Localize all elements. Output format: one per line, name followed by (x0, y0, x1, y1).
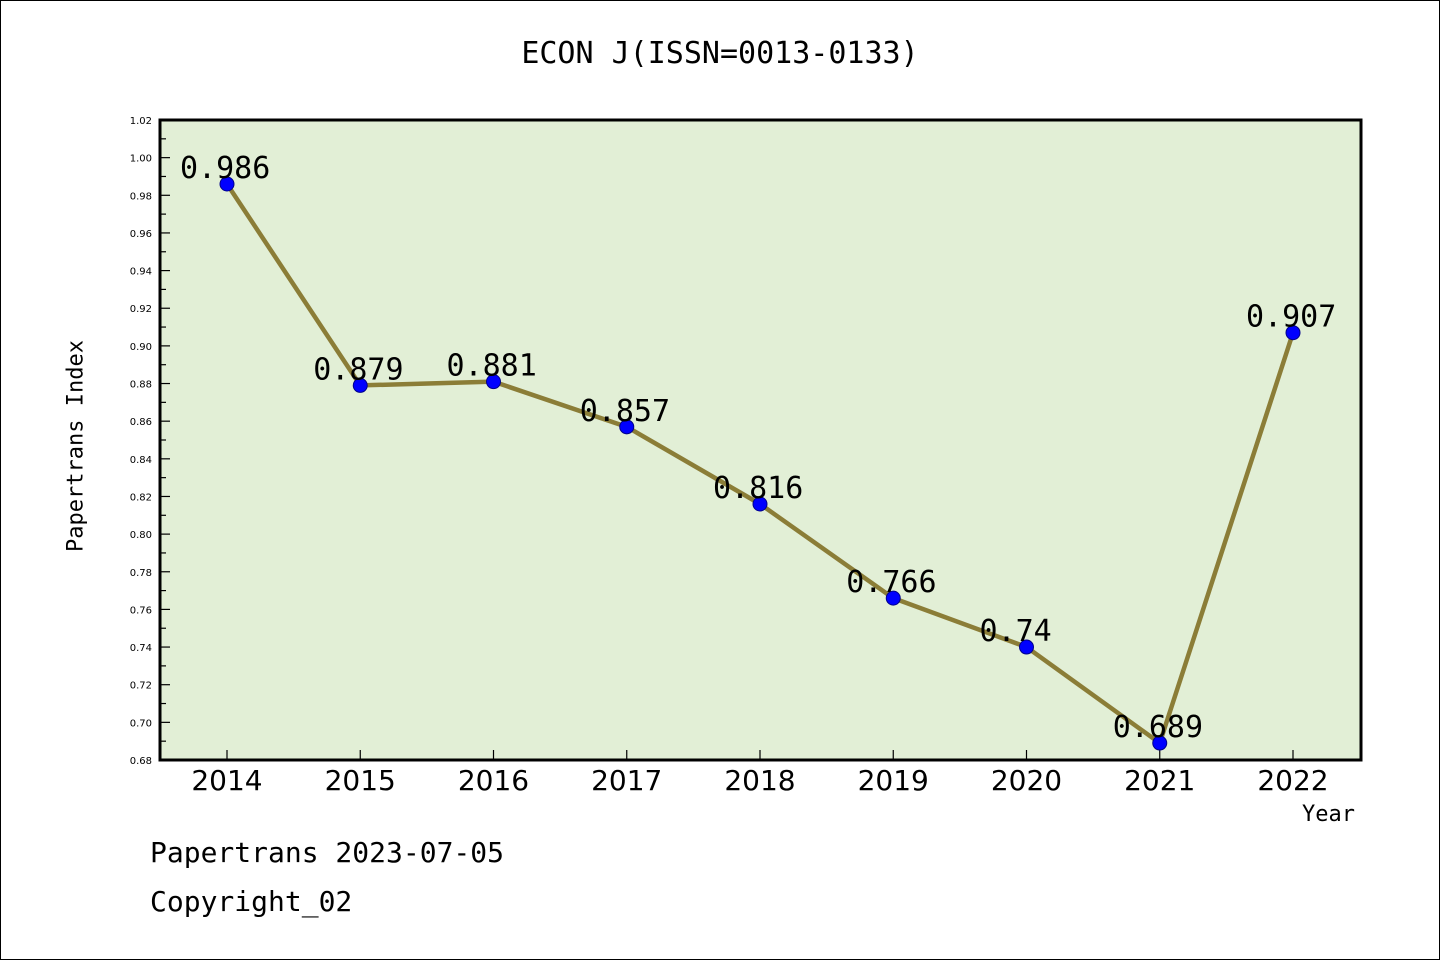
data-label: 0.857 (580, 394, 670, 429)
chart-title: ECON J(ISSN=0013-0133) (521, 36, 919, 71)
y-tick-label: 0.98 (130, 191, 152, 202)
x-tick-label: 2014 (191, 764, 262, 797)
y-tick-label: 0.86 (130, 417, 152, 428)
y-tick-label: 0.74 (130, 643, 152, 654)
x-tick-label: 2018 (724, 764, 795, 797)
data-label: 0.766 (846, 565, 936, 600)
data-point (752, 496, 768, 512)
x-tick-label: 2017 (591, 764, 662, 797)
y-tick-label: 0.94 (130, 267, 152, 278)
y-tick-label: 0.70 (130, 718, 152, 729)
footer-copyright: Copyright_02 (150, 885, 353, 918)
y-axis: 0.68 0.70 0.72 0.74 0.76 0.78 0.80 0.82 0.84 0.86… (130, 116, 170, 767)
data-point (352, 377, 368, 393)
data-point (1152, 735, 1168, 751)
x-axis-label: Year (1302, 802, 1355, 827)
x-tick-label: 2016 (458, 764, 529, 797)
data-point (486, 374, 501, 390)
data-point (885, 590, 901, 606)
x-axis: 2014 2015 2016 2017 2018 2019 2020 2021 2022 (191, 750, 1329, 797)
y-tick-label: 0.72 (130, 681, 152, 692)
data-labels: 0.986 0.879 0.881 0.857 0.816 0.766 0.74 0.689 0… (180, 151, 1336, 745)
y-tick-label: 0.76 (130, 605, 152, 616)
series-markers (219, 176, 1301, 751)
y-tick-label: 0.68 (130, 756, 152, 767)
data-label: 0.881 (447, 349, 537, 384)
x-tick-label: 2022 (1257, 764, 1328, 797)
data-label: 0.74 (980, 614, 1052, 649)
plot-area (160, 120, 1361, 760)
data-label: 0.689 (1113, 710, 1203, 745)
y-tick-label: 0.88 (130, 380, 152, 391)
data-label: 0.879 (313, 352, 403, 387)
footer-date: Papertrans 2023-07-05 (150, 836, 505, 869)
data-label: 0.986 (180, 151, 270, 186)
x-tick-label: 2020 (991, 764, 1062, 797)
data-label: 0.816 (713, 471, 803, 506)
data-point (219, 176, 235, 192)
plot-border (158, 118, 1363, 762)
y-tick-label: 0.80 (130, 530, 152, 541)
data-point (619, 419, 635, 435)
y-tick-label: 0.84 (130, 455, 152, 466)
y-tick-label: 0.78 (130, 568, 152, 579)
x-tick-label: 2019 (858, 764, 929, 797)
x-tick-label: 2015 (325, 764, 396, 797)
x-tick-label: 2021 (1124, 764, 1195, 797)
data-point (1019, 639, 1034, 655)
y-tick-label: 0.90 (130, 342, 152, 353)
y-tick-label: 0.92 (130, 304, 152, 315)
y-tick-label: 1.02 (130, 116, 152, 127)
y-tick-label: 1.00 (130, 154, 152, 165)
y-tick-label: 0.82 (130, 492, 152, 503)
data-point (1285, 325, 1301, 341)
data-label: 0.907 (1246, 300, 1336, 335)
y-tick-label: 0.96 (130, 229, 152, 240)
